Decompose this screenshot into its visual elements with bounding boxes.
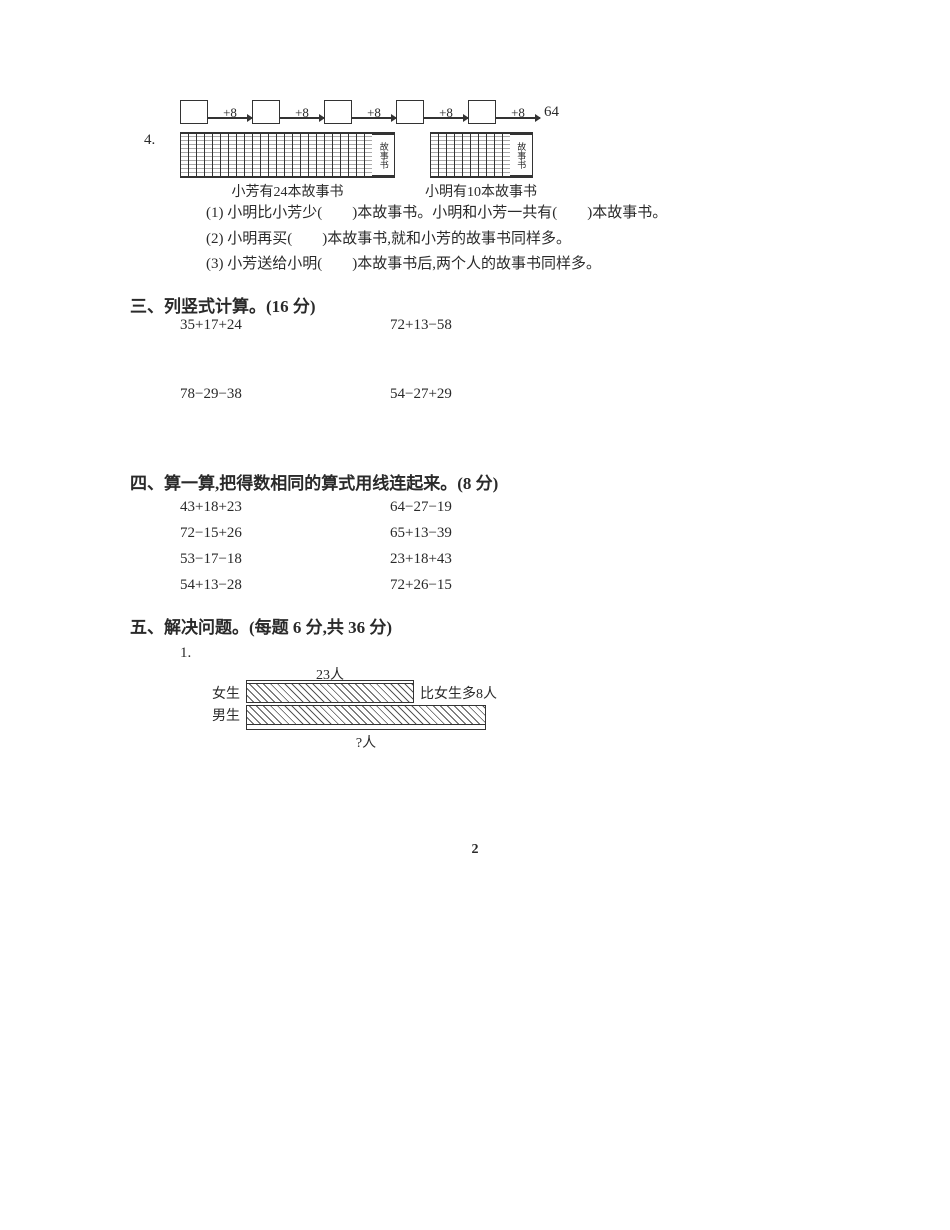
match-right: 65+13−39 bbox=[390, 520, 452, 546]
page-number: 2 bbox=[130, 842, 820, 858]
section3-title: 三、列竖式计算。(16 分) bbox=[130, 292, 820, 317]
book-spine bbox=[204, 134, 212, 176]
match-row: 43+18+2364−27−19 bbox=[180, 494, 820, 520]
box bbox=[468, 100, 496, 124]
arrow: +8 bbox=[352, 105, 396, 119]
book-spine bbox=[462, 134, 470, 176]
book-end-label: 故事书 bbox=[372, 134, 395, 176]
box bbox=[396, 100, 424, 124]
section5-title: 五、解决问题。(每题 6 分,共 36 分) bbox=[130, 613, 820, 638]
arrow: +8 bbox=[280, 105, 324, 119]
section4-title: 四、算一算,把得数相同的算式用线连起来。(8 分) bbox=[130, 469, 820, 494]
girls-bar bbox=[246, 683, 414, 703]
bottom-brace: ?人 bbox=[246, 729, 486, 752]
book-spine bbox=[228, 134, 236, 176]
book-spine bbox=[348, 134, 356, 176]
arrow: +8 bbox=[208, 105, 252, 119]
s3-p2-left: 78−29−38 bbox=[180, 386, 390, 403]
book-spine bbox=[236, 134, 244, 176]
book-spine bbox=[220, 134, 228, 176]
book-spine bbox=[430, 134, 438, 176]
book-spine bbox=[212, 134, 220, 176]
book-spine bbox=[340, 134, 348, 176]
q4-sub1: (1) 小明比小芳少( )本故事书。小明和小芳一共有( )本故事书。 bbox=[206, 201, 820, 227]
arrow-label: +8 bbox=[223, 105, 237, 121]
match-left: 72−15+26 bbox=[180, 520, 390, 546]
right-note: 比女生多8人 bbox=[420, 683, 497, 703]
arrow-label: +8 bbox=[511, 105, 525, 121]
box bbox=[252, 100, 280, 124]
match-right: 23+18+43 bbox=[390, 546, 452, 572]
book-spine bbox=[332, 134, 340, 176]
book-spine bbox=[324, 134, 332, 176]
book-spine bbox=[196, 134, 204, 176]
book-spine bbox=[446, 134, 454, 176]
q4-sub3: (3) 小芳送给小明( )本故事书后,两个人的故事书同样多。 bbox=[206, 252, 820, 278]
box bbox=[180, 100, 208, 124]
q5-1-number: 1. bbox=[180, 645, 191, 661]
arrow: +8 bbox=[424, 105, 468, 119]
s3-p1-left: 35+17+24 bbox=[180, 317, 390, 334]
q4-number: 4. bbox=[144, 132, 180, 149]
book-spine bbox=[188, 134, 196, 176]
book-spine bbox=[308, 134, 316, 176]
book-spine bbox=[486, 134, 494, 176]
arrow-chain: +8 +8 +8 +8 +8 64 bbox=[180, 100, 820, 124]
book-spine bbox=[252, 134, 260, 176]
match-left: 43+18+23 bbox=[180, 494, 390, 520]
match-right: 72+26−15 bbox=[390, 572, 452, 598]
book-spine bbox=[454, 134, 462, 176]
book-end-label: 故事书 bbox=[510, 134, 533, 176]
top-brace: 23人 bbox=[246, 664, 414, 681]
book-spine bbox=[284, 134, 292, 176]
arrow-label: +8 bbox=[439, 105, 453, 121]
book-spine bbox=[502, 134, 510, 176]
book-spine bbox=[300, 134, 308, 176]
book-spine bbox=[364, 134, 372, 176]
boys-label: 男生 bbox=[198, 705, 240, 725]
book-spine bbox=[276, 134, 284, 176]
shelf-xiaoming: 故事书 小明有10本故事书 bbox=[425, 132, 537, 201]
shelf-xiaofang: 故事书 小芳有24本故事书 bbox=[180, 132, 395, 201]
book-spine bbox=[260, 134, 268, 176]
book-spine bbox=[356, 134, 364, 176]
caption-xiaoming: 小明有10本故事书 bbox=[425, 181, 537, 201]
match-row: 53−17−1823+18+43 bbox=[180, 546, 820, 572]
q4-sub2: (2) 小明再买( )本故事书,就和小芳的故事书同样多。 bbox=[206, 227, 820, 253]
end-value: 64 bbox=[544, 104, 559, 121]
book-spine bbox=[470, 134, 478, 176]
girls-label: 女生 bbox=[198, 683, 240, 703]
caption-xiaofang: 小芳有24本故事书 bbox=[232, 181, 344, 201]
book-spine bbox=[244, 134, 252, 176]
box bbox=[324, 100, 352, 124]
book-spine bbox=[268, 134, 276, 176]
s3-p2-right: 54−27+29 bbox=[390, 386, 600, 403]
match-row: 54+13−2872+26−15 bbox=[180, 572, 820, 598]
arrow-label: +8 bbox=[367, 105, 381, 121]
book-spine bbox=[438, 134, 446, 176]
book-spine bbox=[180, 134, 188, 176]
match-row: 72−15+2665+13−39 bbox=[180, 520, 820, 546]
match-right: 64−27−19 bbox=[390, 494, 452, 520]
book-spine bbox=[316, 134, 324, 176]
match-left: 54+13−28 bbox=[180, 572, 390, 598]
book-spine bbox=[292, 134, 300, 176]
arrow-label: +8 bbox=[295, 105, 309, 121]
arrow: +8 bbox=[496, 105, 540, 119]
boys-bar bbox=[246, 705, 486, 725]
s3-p1-right: 72+13−58 bbox=[390, 317, 600, 334]
book-spine bbox=[494, 134, 502, 176]
match-left: 53−17−18 bbox=[180, 546, 390, 572]
book-spine bbox=[478, 134, 486, 176]
